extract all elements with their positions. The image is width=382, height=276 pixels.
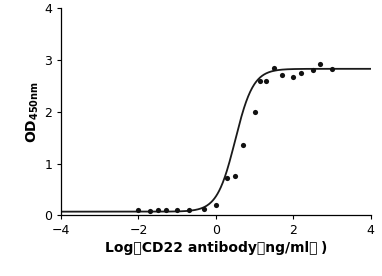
Point [278, 72, 285, 77]
Point [155, 208, 161, 212]
Point [224, 176, 230, 180]
Point [174, 208, 180, 212]
Point [232, 174, 238, 179]
Point [162, 208, 168, 212]
Point [329, 67, 335, 71]
Point [290, 74, 296, 79]
Point [257, 79, 263, 83]
Point [317, 62, 323, 66]
Point [147, 208, 153, 213]
Point [201, 206, 207, 211]
Y-axis label: OD$_{\mathbf{450nm}}$: OD$_{\mathbf{450nm}}$ [25, 81, 41, 143]
Point [309, 68, 316, 73]
Point [298, 71, 304, 75]
Point [271, 66, 277, 70]
Point [135, 208, 141, 212]
Point [251, 110, 257, 114]
X-axis label: Log（CD22 antibody（ng/ml） ): Log（CD22 antibody（ng/ml） ) [105, 242, 327, 256]
Point [240, 143, 246, 148]
Point [263, 79, 269, 83]
Point [213, 203, 219, 207]
Point [186, 207, 192, 212]
